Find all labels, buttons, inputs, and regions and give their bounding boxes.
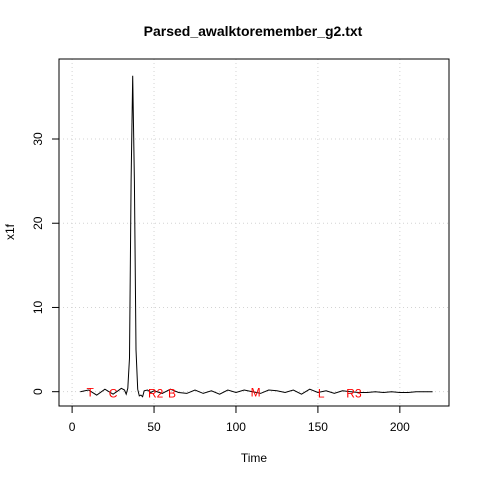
annotation-label: R2 <box>148 387 164 401</box>
series-layer <box>80 75 433 398</box>
annotation-label: R3 <box>346 387 362 401</box>
x-tick-label: 50 <box>147 420 161 434</box>
annotation-layer: T C R2 B M L R3 <box>86 386 361 401</box>
chart-title: Parsed_awalktoremember_g2.txt <box>144 23 363 39</box>
y-axis: 0 10 20 30 <box>31 132 59 395</box>
y-tick-label: 0 <box>31 388 45 395</box>
x-axis: 0 50 100 150 200 <box>69 406 410 434</box>
y-tick-label: 10 <box>31 300 45 314</box>
y-axis-label: x1f <box>3 223 17 240</box>
series-line <box>80 75 433 398</box>
y-tick-label: 30 <box>31 132 45 146</box>
x-tick-label: 150 <box>308 420 328 434</box>
annotation-label: B <box>168 387 176 401</box>
annotation-label: T <box>86 386 94 400</box>
y-tick-label: 20 <box>31 216 45 230</box>
annotation-label: M <box>251 386 261 400</box>
annotation-label: L <box>318 387 325 401</box>
annotation-label: C <box>109 387 118 401</box>
grid <box>59 59 449 406</box>
x-axis-label: Time <box>241 451 268 465</box>
x-tick-label: 200 <box>390 420 410 434</box>
x-tick-label: 100 <box>226 420 246 434</box>
plot-frame <box>58 58 450 407</box>
x-tick-label: 0 <box>69 420 76 434</box>
